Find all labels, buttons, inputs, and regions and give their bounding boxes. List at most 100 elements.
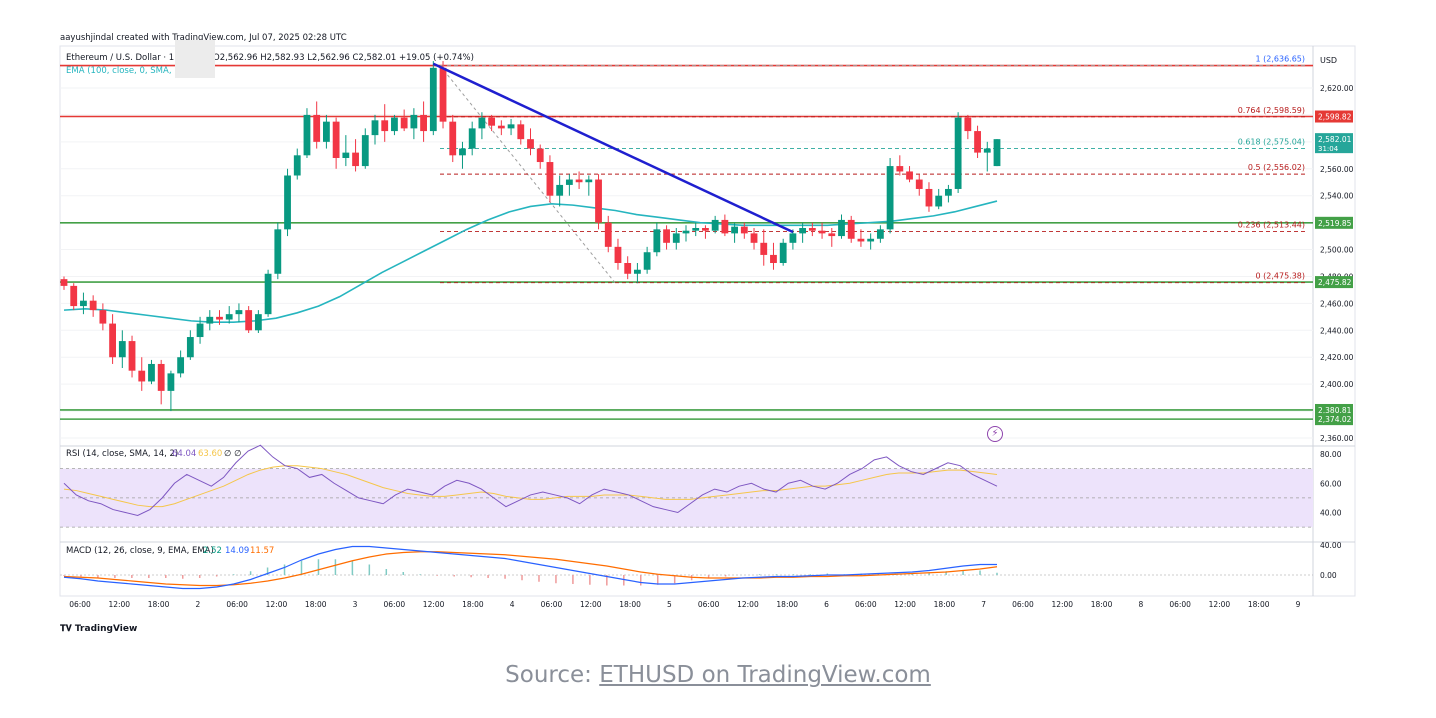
candle-body	[847, 219, 855, 239]
candle-body	[293, 155, 301, 176]
candle-body	[857, 238, 865, 242]
macd-tick-label: 0.00	[1320, 571, 1337, 580]
x-tick-label: 18:00	[462, 600, 484, 609]
candle-body	[206, 316, 214, 324]
candle-body	[196, 323, 204, 338]
candle-body	[624, 263, 632, 274]
candle-body	[964, 117, 972, 132]
candle-body	[711, 219, 719, 231]
rsi-sma-line	[63, 465, 998, 508]
currency-label[interactable]: USD	[1320, 56, 1338, 65]
fib-level-label: 0.764 (2,598.59)	[1238, 106, 1305, 115]
y-tick-label: 2,540.00	[1320, 192, 1354, 201]
candle-body	[89, 300, 97, 311]
symbol-label: Ethereum / U.S. Dollar · 1h	[66, 53, 180, 63]
candle-body	[915, 179, 923, 189]
y-tick-label: 2,560.00	[1320, 165, 1354, 174]
candle-body	[527, 139, 534, 149]
rsi-tick-label: 60.00	[1320, 479, 1342, 488]
x-tick-label: 12:00	[108, 600, 130, 609]
candle-body	[556, 184, 564, 196]
candle-body	[702, 228, 709, 231]
chart-frame	[59, 45, 1356, 597]
x-tick-label: 18:00	[776, 600, 798, 609]
candle-body	[974, 131, 981, 153]
fib-level-label: 0.236 (2,513.44)	[1238, 220, 1305, 229]
rsi-band	[60, 468, 1313, 576]
candle-body	[818, 230, 826, 234]
bearish-trendline	[432, 62, 794, 234]
candle-body	[993, 139, 1001, 167]
ema-line	[63, 200, 998, 324]
source-caption: Source: ETHUSD on TradingView.com	[0, 662, 1436, 688]
candle-body	[595, 179, 602, 223]
y-tick-label: 2,420.00	[1320, 353, 1354, 362]
candle-body	[313, 114, 321, 142]
x-tick-label: 12:00	[1209, 600, 1231, 609]
candle-body	[634, 269, 641, 274]
candle-body	[945, 188, 952, 196]
macd-signal-value: 11.57	[250, 546, 275, 556]
candle-body	[653, 229, 661, 253]
candle-body	[157, 363, 165, 391]
macd-line-value: 14.09	[225, 546, 250, 556]
candle-body	[245, 310, 253, 331]
source-link[interactable]: ETHUSD on TradingView.com	[599, 662, 931, 688]
trendline	[432, 62, 794, 234]
candle-body	[935, 195, 943, 207]
x-tick-label: 06:00	[69, 600, 91, 609]
candle-body	[274, 229, 282, 274]
author-line: aayushjindal created with TradingView.co…	[60, 33, 347, 43]
price-badge-label: 2,475.82	[1318, 278, 1352, 287]
x-tick-label: 18:00	[619, 600, 641, 609]
candle-body	[225, 314, 233, 320]
x-tick-label: 12:00	[737, 600, 759, 609]
candle-body	[808, 228, 816, 231]
candle-body	[604, 222, 612, 247]
price-badge-support	[1315, 216, 1353, 229]
rsi-tick-label: 80.00	[1320, 450, 1342, 459]
candle-body	[799, 228, 807, 234]
candle-body	[439, 67, 447, 122]
candle-body	[70, 285, 78, 307]
candle-body	[128, 341, 136, 371]
candle-body	[643, 252, 651, 270]
macd-label: MACD (12, 26, close, 9, EMA, EMA)	[66, 546, 214, 556]
indicators	[63, 444, 998, 590]
x-tick-label: 06:00	[1012, 600, 1034, 609]
price-badge-resistance	[1315, 110, 1353, 123]
candle-body	[585, 179, 593, 183]
price-badge-label: 2,380.81	[1318, 406, 1352, 415]
candles	[60, 61, 1001, 412]
price-badge-label: 2,519.85	[1318, 219, 1352, 228]
candle-body	[954, 117, 962, 189]
candle-body	[99, 310, 107, 324]
x-tick-label: 18:00	[934, 600, 956, 609]
ohlc-readout: O2,562.96 H2,582.93 L2,562.96 C2,582.01 …	[213, 53, 474, 63]
lightning-icon[interactable]: ⚡	[987, 426, 1003, 442]
candle-body	[682, 230, 690, 234]
candle-body	[789, 233, 797, 243]
price-badge-support	[1315, 413, 1353, 426]
rsi-extra: ∅ ∅	[224, 449, 242, 459]
price-badge-support	[1315, 403, 1353, 416]
candle-body	[449, 121, 457, 156]
ema100-line	[63, 200, 998, 324]
candle-body	[838, 219, 845, 237]
fib-level-label: 1 (2,636.65)	[1256, 55, 1306, 64]
candle-body	[429, 67, 437, 132]
macd-signal-line	[63, 551, 998, 587]
candle-body	[906, 171, 913, 180]
candle-body	[517, 124, 525, 140]
candle-body	[760, 242, 768, 255]
x-tick-label: 8	[1138, 600, 1143, 609]
candle-body	[177, 357, 185, 374]
price-badge-support	[1315, 276, 1353, 289]
candle-body	[332, 121, 340, 158]
candle-body	[342, 152, 350, 158]
x-tick-label: 12:00	[580, 600, 602, 609]
candle-body	[323, 121, 330, 142]
x-tick-label: 2	[195, 600, 200, 609]
level-lines: 1 (2,636.65) 0.764 (2,598.59) 0.618 (2,575…	[60, 55, 1313, 420]
